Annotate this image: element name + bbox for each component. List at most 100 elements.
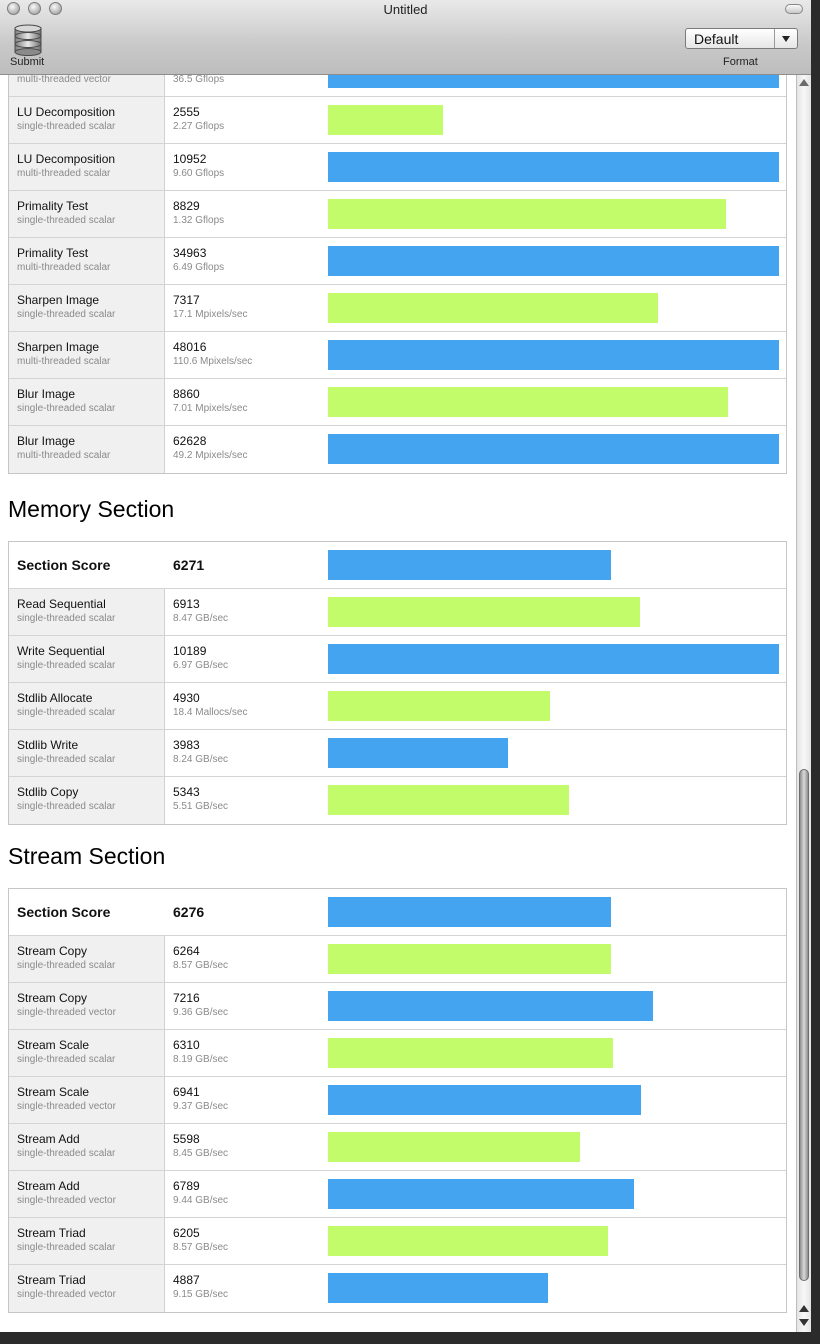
benchmark-name: Write Sequential — [17, 644, 105, 658]
section-score-label: Section Score — [17, 904, 111, 920]
benchmark-row: Stream Add single-threaded scalar 5598 8.45… — [9, 1124, 786, 1171]
format-dropdown-value: Default — [694, 31, 739, 47]
benchmark-row: Write Sequential single-threaded scalar 10… — [9, 636, 786, 683]
benchmark-name-cell — [9, 589, 165, 635]
benchmark-row: LU Decomposition single-threaded scalar 25… — [9, 97, 786, 144]
benchmark-threading: single-threaded scalar — [17, 960, 116, 971]
score-bar — [328, 1179, 634, 1209]
database-icon[interactable] — [13, 24, 43, 56]
benchmark-score: 62628 — [173, 434, 207, 448]
benchmark-threading: single-threaded scalar — [17, 1242, 116, 1253]
close-window-button[interactable] — [7, 2, 20, 15]
benchmark-throughput: 6.49 Gflops — [173, 262, 225, 273]
benchmark-row: Stream Triad single-threaded scalar 6205 8.… — [9, 1218, 786, 1265]
minimize-window-button[interactable] — [28, 2, 41, 15]
benchmark-throughput: 9.15 GB/sec — [173, 1289, 229, 1300]
benchmark-name-cell — [9, 191, 165, 237]
score-bar — [328, 105, 443, 135]
benchmark-threading: single-threaded scalar — [17, 801, 116, 812]
benchmark-throughput: 7.01 Mpixels/sec — [173, 403, 248, 414]
benchmark-row: Sharpen Image multi-threaded scalar 48016 1… — [9, 332, 786, 379]
benchmark-score: 6941 — [173, 1085, 200, 1099]
score-bar — [328, 199, 726, 229]
score-bar — [328, 597, 640, 627]
benchmark-name-cell — [9, 1077, 165, 1123]
benchmark-name-cell — [9, 936, 165, 982]
scroll-up-arrow-icon[interactable] — [799, 1305, 809, 1312]
benchmark-throughput: 2.27 Gflops — [173, 121, 225, 132]
benchmark-threading: single-threaded scalar — [17, 121, 116, 132]
scroll-top-arrow-icon — [799, 79, 809, 86]
benchmark-name-cell — [9, 379, 165, 425]
benchmark-threading: single-threaded scalar — [17, 215, 116, 226]
benchmark-name-cell — [9, 983, 165, 1029]
benchmark-name-cell — [9, 238, 165, 284]
benchmark-throughput: 9.36 GB/sec — [173, 1007, 229, 1018]
benchmark-throughput: 9.37 GB/sec — [173, 1101, 229, 1112]
benchmark-name: Stream Scale — [17, 1085, 90, 1099]
benchmark-name: LU Decomposition — [17, 152, 116, 166]
score-bar — [328, 1038, 613, 1068]
benchmark-row: LU Decomposition multi-threaded scalar 109… — [9, 144, 786, 191]
score-bar — [328, 897, 611, 927]
benchmark-name: Primality Test — [17, 199, 89, 213]
benchmark-throughput: 8.57 GB/sec — [173, 960, 229, 971]
benchmark-threading: single-threaded scalar — [17, 403, 116, 414]
benchmark-throughput: 8.24 GB/sec — [173, 754, 229, 765]
benchmark-score: 10189 — [173, 644, 207, 658]
submit-button-label[interactable]: Submit — [10, 56, 45, 68]
benchmark-name: Sharpen Image — [17, 293, 100, 307]
score-bar — [328, 1132, 580, 1162]
memory-section-heading: Memory Section — [8, 496, 175, 522]
benchmark-score: 10952 — [173, 152, 207, 166]
results-scroll-area[interactable]: multi-threaded vector 36.5 Gflops LU Decom… — [0, 75, 796, 1332]
benchmark-score: 48016 — [173, 340, 207, 354]
benchmark-name: Stdlib Allocate — [17, 691, 93, 705]
memory-results-table: Section Score 6271 Read Sequential single-t… — [8, 541, 787, 825]
benchmark-score: 6789 — [173, 1179, 200, 1193]
benchmark-score: 5598 — [173, 1132, 200, 1146]
benchmark-threading: single-threaded vector — [17, 1101, 116, 1112]
score-bar — [328, 991, 653, 1021]
benchmark-name-cell — [9, 777, 165, 824]
benchmark-name: Stream Scale — [17, 1038, 90, 1052]
benchmark-name: Blur Image — [17, 387, 76, 401]
benchmark-threading: single-threaded scalar — [17, 309, 116, 320]
benchmark-threading: multi-threaded vector — [17, 75, 111, 85]
benchmark-name: Stdlib Copy — [17, 785, 79, 799]
benchmark-name-cell — [9, 1030, 165, 1076]
vertical-scrollbar[interactable] — [796, 75, 811, 1332]
benchmark-name-cell — [9, 683, 165, 729]
format-dropdown[interactable]: Default — [685, 28, 798, 49]
benchmark-threading: multi-threaded scalar — [17, 356, 111, 367]
benchmark-score: 6264 — [173, 944, 200, 958]
benchmark-threading: multi-threaded scalar — [17, 450, 111, 461]
benchmark-throughput: 8.19 GB/sec — [173, 1054, 229, 1065]
benchmark-name: Primality Test — [17, 246, 89, 260]
section-score-row: Section Score 6271 — [9, 542, 786, 589]
benchmark-threading: single-threaded scalar — [17, 1054, 116, 1065]
score-bar — [328, 75, 779, 88]
score-bar — [328, 644, 779, 674]
benchmark-name-cell — [9, 1218, 165, 1264]
benchmark-name: Stream Add — [17, 1179, 80, 1193]
benchmark-throughput: 9.60 Gflops — [173, 168, 225, 179]
scroll-down-arrow-icon[interactable] — [799, 1319, 809, 1326]
benchmark-throughput: 8.45 GB/sec — [173, 1148, 229, 1159]
benchmark-score: 34963 — [173, 246, 207, 260]
benchmark-threading: multi-threaded scalar — [17, 168, 111, 179]
benchmark-threading: single-threaded vector — [17, 1289, 116, 1300]
benchmark-score: 4930 — [173, 691, 200, 705]
zoom-window-button[interactable] — [49, 2, 62, 15]
benchmark-score: 8860 — [173, 387, 200, 401]
benchmark-row: Blur Image single-threaded scalar 8860 7.01… — [9, 379, 786, 426]
benchmark-threading: single-threaded vector — [17, 1007, 116, 1018]
score-bar — [328, 1273, 548, 1303]
processor-results-table: multi-threaded vector 36.5 Gflops LU Decom… — [8, 75, 787, 474]
toolbar-toggle-button[interactable] — [785, 4, 803, 14]
score-bar — [328, 738, 508, 768]
score-bar — [328, 293, 658, 323]
benchmark-name-cell — [9, 730, 165, 776]
scrollbar-thumb[interactable] — [799, 769, 809, 1281]
